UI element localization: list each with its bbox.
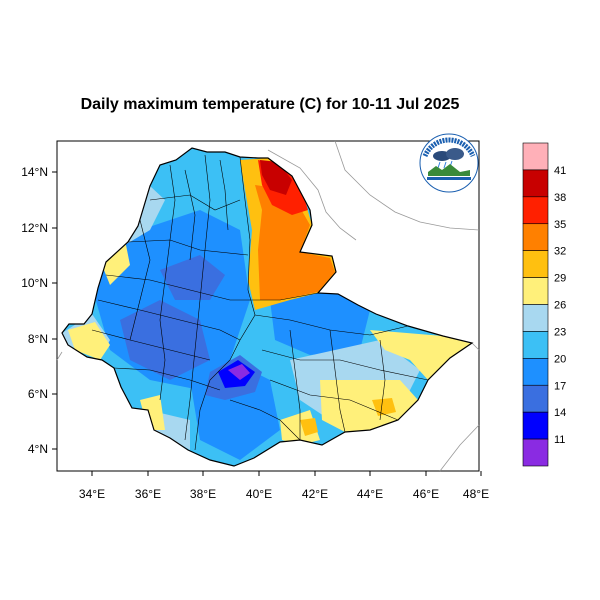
x-tick-label: 46°E xyxy=(413,487,439,501)
map-title: Daily maximum temperature (C) for 10-11 … xyxy=(80,96,460,113)
x-tick-label: 48°E xyxy=(463,487,489,501)
colorbar-swatch xyxy=(522,358,549,386)
x-tick-label: 42°E xyxy=(302,487,328,501)
colorbar: 41 38 35 32 29 26 23 20 17 14 11 xyxy=(522,142,566,467)
colorbar-label: 32 xyxy=(554,246,566,258)
x-tick-label: 44°E xyxy=(357,487,383,501)
colorbar-label: 35 xyxy=(554,219,566,231)
colorbar-swatch xyxy=(522,331,549,359)
x-tick-label: 34°E xyxy=(79,487,105,501)
colorbar-label: 17 xyxy=(554,380,566,392)
ethiopian-meteorology-logo xyxy=(419,133,479,193)
y-tick-label: 4°N xyxy=(28,442,48,456)
colorbar-label: 38 xyxy=(554,192,566,204)
neighbor-boundaries xyxy=(56,140,480,472)
colorbar-label: 41 xyxy=(554,165,566,177)
colorbar-label: 20 xyxy=(554,353,566,365)
colorbar-swatch xyxy=(522,384,549,413)
colorbar-swatch xyxy=(522,196,549,225)
y-tick-label: 6°N xyxy=(28,387,48,401)
y-tick-label: 8°N xyxy=(28,332,48,346)
colorbar-swatch xyxy=(522,142,549,171)
colorbar-swatch xyxy=(522,411,549,440)
x-tick-label: 38°E xyxy=(190,487,216,501)
x-tick-label: 36°E xyxy=(135,487,161,501)
colorbar-swatch xyxy=(522,250,549,278)
y-tick-label: 14°N xyxy=(21,165,48,179)
colorbar-label: 26 xyxy=(554,300,566,312)
colorbar-label: 14 xyxy=(554,407,566,419)
x-axis: 34°E 36°E 38°E 40°E 42°E 44°E 46°E 48°E xyxy=(79,471,489,501)
ethiopia-border xyxy=(61,147,474,467)
y-tick-label: 12°N xyxy=(21,221,48,235)
colorbar-label: 23 xyxy=(554,326,566,338)
colorbar-label: 29 xyxy=(554,273,566,285)
x-tick-label: 40°E xyxy=(246,487,272,501)
colorbar-swatch xyxy=(522,223,549,251)
colorbar-swatch xyxy=(522,438,549,467)
colorbar-label: 11 xyxy=(554,434,565,446)
colorbar-swatch xyxy=(522,277,549,305)
colorbar-swatch xyxy=(522,169,549,198)
y-axis: 4°N 6°N 8°N 10°N 12°N 14°N xyxy=(21,165,57,456)
y-tick-label: 10°N xyxy=(21,276,48,290)
colorbar-swatch xyxy=(522,304,549,332)
admin-boundaries xyxy=(91,154,429,451)
